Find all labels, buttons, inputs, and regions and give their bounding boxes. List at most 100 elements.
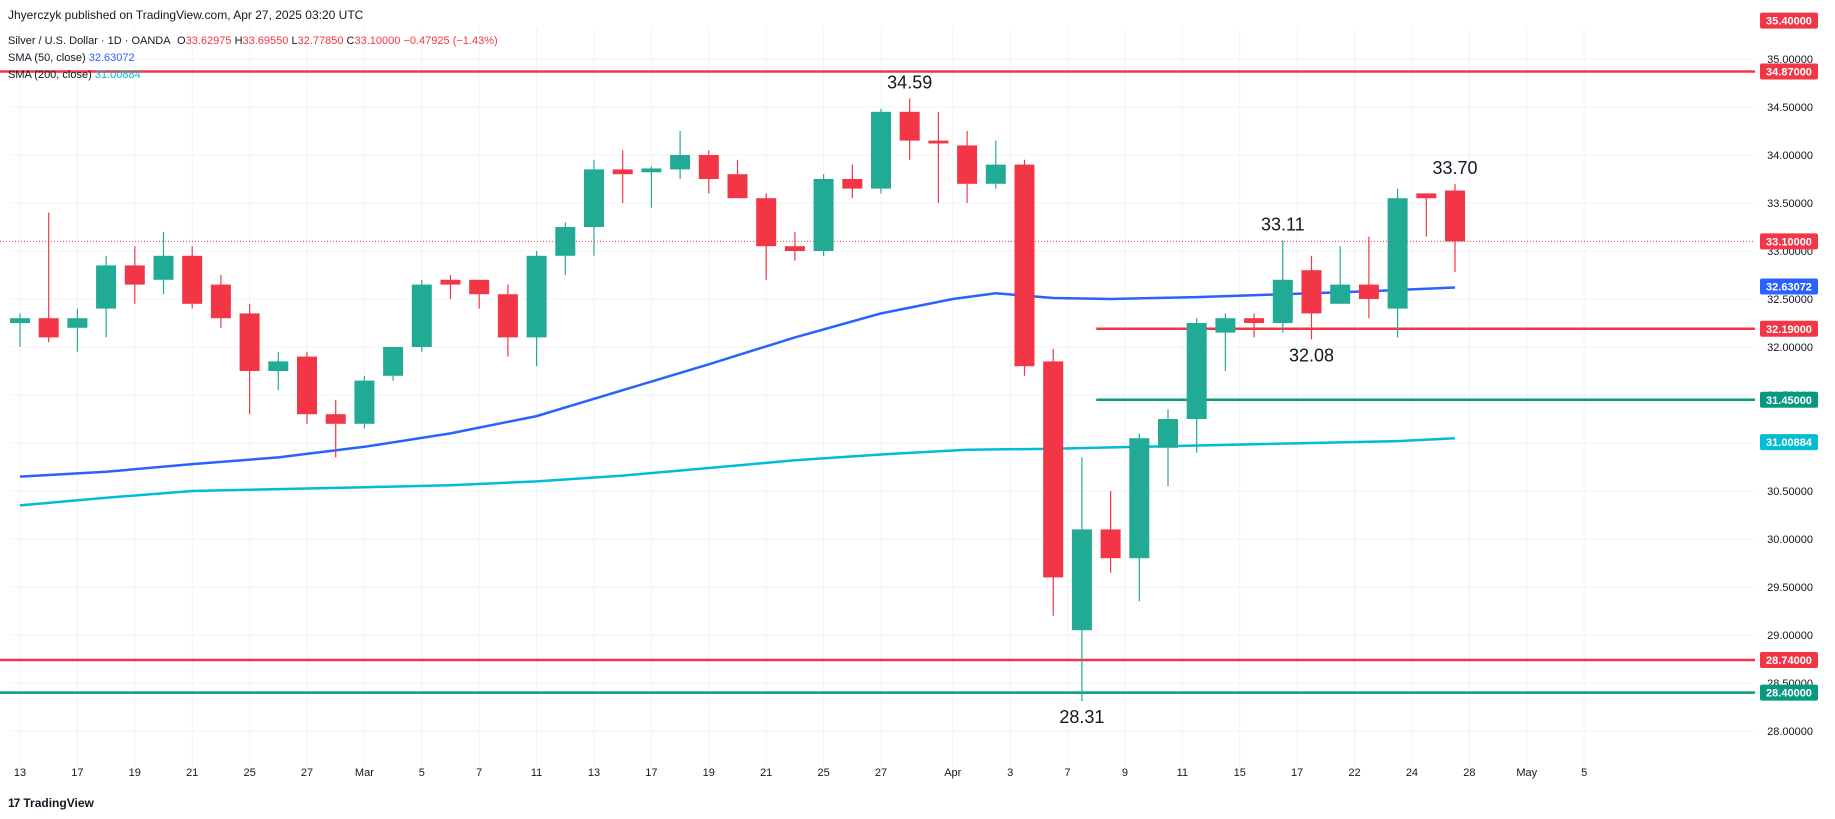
price-tag-label: 31.00884 xyxy=(1766,437,1813,449)
ohlc-legend: Silver / U.S. Dollar · 1D · OANDA O33.62… xyxy=(8,35,498,47)
price-annotation: 33.11 xyxy=(1261,214,1305,234)
candle-down xyxy=(612,150,633,203)
candle-down xyxy=(784,231,805,261)
candle-down xyxy=(210,275,231,328)
candle-up xyxy=(555,222,576,275)
price-tag: 32.19000 xyxy=(1760,320,1818,337)
price-tag-bg xyxy=(1760,684,1818,701)
price-annotation: 28.31 xyxy=(1059,707,1104,727)
candle-body xyxy=(1071,529,1092,631)
sma200-legend[interactable]: SMA (200, close) 31.00884 xyxy=(8,69,141,81)
y-tick-label: 32.00000 xyxy=(1767,342,1813,354)
candle-body xyxy=(96,265,117,309)
candle-up xyxy=(96,255,117,338)
candle-body xyxy=(727,174,748,199)
price-tag-bg xyxy=(1760,434,1818,451)
candle-body xyxy=(153,255,174,280)
candle-body xyxy=(1014,164,1035,367)
candle-down xyxy=(1445,183,1465,273)
candle-up xyxy=(813,174,834,256)
candle-down xyxy=(1244,313,1265,338)
x-tick-label: 21 xyxy=(760,767,772,779)
price-tag-bg xyxy=(1760,63,1818,80)
candle-up xyxy=(411,279,432,352)
price-tag-bg xyxy=(1760,391,1818,408)
price-tag-label: 34.87000 xyxy=(1766,66,1812,78)
high-label: H xyxy=(234,35,243,47)
sma50-legend[interactable]: SMA (50, close) 32.63072 xyxy=(8,52,135,64)
candle-body xyxy=(1358,284,1379,299)
candle-down xyxy=(1416,193,1437,237)
price-tag: 31.45000 xyxy=(1760,391,1818,408)
candle-up xyxy=(1215,313,1236,371)
x-tick-label: 5 xyxy=(419,767,425,779)
x-tick-label: 13 xyxy=(588,767,600,779)
candle-body xyxy=(124,265,145,285)
x-tick-label: 11 xyxy=(531,767,542,779)
x-tick-label: 24 xyxy=(1406,767,1418,779)
candle-body xyxy=(469,279,490,295)
price-annotation: 32.08 xyxy=(1289,345,1334,365)
y-tick-label: 33.50000 xyxy=(1767,198,1813,210)
candle-body xyxy=(1215,318,1236,333)
candle-body xyxy=(297,356,317,415)
candle-body xyxy=(928,140,949,144)
candle-body xyxy=(1043,361,1064,578)
x-tick-label: 28 xyxy=(1463,767,1475,779)
candle-down xyxy=(182,246,203,309)
candle-up xyxy=(871,108,891,194)
candle-body xyxy=(1387,198,1408,309)
tradingview-logo-text: TradingView xyxy=(23,796,94,810)
candle-body xyxy=(497,294,518,338)
tradingview-logo[interactable]: 17 TradingView xyxy=(8,796,94,810)
candle-down xyxy=(842,164,863,199)
candle-body xyxy=(899,111,920,141)
candle-body xyxy=(325,414,346,424)
candle-down xyxy=(756,193,777,280)
candle-up xyxy=(1272,240,1293,333)
price-tag-label: 35.40000 xyxy=(1766,16,1812,28)
x-tick-label: May xyxy=(1516,767,1537,779)
candle-body xyxy=(67,318,88,328)
x-tick-label: 19 xyxy=(129,767,141,779)
x-tick-label: 3 xyxy=(1007,767,1013,779)
candles xyxy=(10,98,1465,702)
candle-up xyxy=(641,166,662,208)
candle-body xyxy=(957,145,978,184)
candle-body xyxy=(1301,270,1322,314)
candle-body xyxy=(354,380,375,424)
candle-down xyxy=(440,275,461,299)
candle-up xyxy=(153,231,174,295)
y-tick-label: 34.50000 xyxy=(1767,102,1813,114)
candle-body xyxy=(38,318,59,338)
candle-down xyxy=(325,399,346,458)
price-axis: 28.0000028.5000029.0000029.5000030.00000… xyxy=(1760,12,1818,738)
low-label: L xyxy=(291,35,298,47)
candle-body xyxy=(411,284,432,347)
y-tick-label: 32.50000 xyxy=(1767,294,1813,306)
sma50-line xyxy=(19,286,1456,478)
x-tick-label: 25 xyxy=(817,767,829,779)
low-value: 32.77850 xyxy=(297,35,344,47)
candle-down xyxy=(497,284,518,357)
price-tag-bg xyxy=(1760,320,1818,337)
price-tag: 31.00884 xyxy=(1760,434,1818,451)
candle-down xyxy=(1358,236,1379,319)
candle-body xyxy=(10,318,30,323)
candle-down xyxy=(1301,255,1322,340)
candle-body xyxy=(1330,284,1351,304)
price-tag: 32.63072 xyxy=(1760,278,1818,295)
price-tag-label: 33.10000 xyxy=(1766,236,1812,248)
high-value: 33.69550 xyxy=(242,35,289,47)
candle-down xyxy=(928,111,949,203)
x-tick-label: 11 xyxy=(1177,767,1188,779)
candle-body xyxy=(1100,529,1121,559)
price-tag: 34.87000 xyxy=(1760,63,1818,80)
x-tick-label: 9 xyxy=(1122,767,1128,779)
sma50-value: 32.63072 xyxy=(88,52,135,64)
price-annotation: 34.59 xyxy=(887,72,932,92)
candle-up xyxy=(1158,409,1178,487)
candle-down xyxy=(239,303,260,415)
y-tick-label: 30.50000 xyxy=(1767,486,1813,498)
